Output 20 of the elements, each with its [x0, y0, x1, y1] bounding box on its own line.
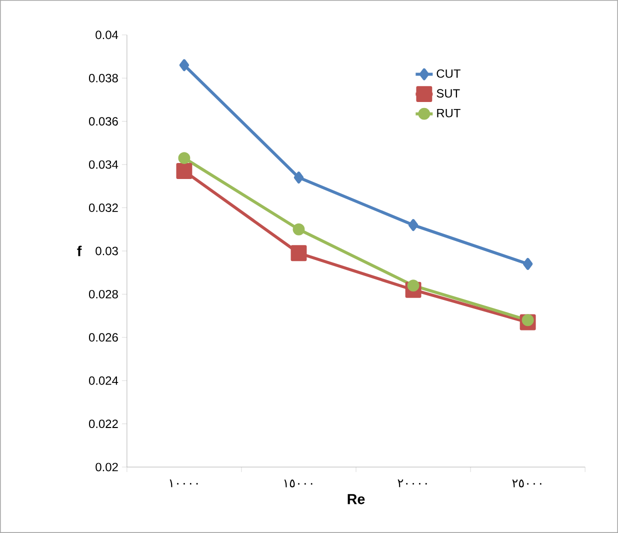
x-tick-label: ٢٥٠٠٠ [512, 480, 542, 488]
legend-label: CUT [436, 69, 460, 78]
y-tick-label: 0.036 [88, 117, 118, 126]
x-tick-label: ٢٠٠٠٠ [398, 480, 427, 488]
legend-label: RUT [437, 108, 460, 118]
y-tick-label: 0.032 [88, 204, 118, 212]
y-tick-label: 0.038 [88, 74, 118, 82]
y-axis-title: f [77, 246, 82, 256]
y-tick-label: 0.02 [96, 462, 118, 472]
legend-label: SUT [436, 89, 460, 98]
y-tick-label: 0.022 [88, 420, 118, 428]
y-tick-label: 0.04 [96, 30, 118, 40]
y-tick-label: 0.03 [96, 246, 118, 256]
y-tick-label: 0.024 [88, 376, 118, 385]
y-tick-label: 0.034 [88, 160, 118, 169]
y-tick-label: 0.028 [88, 290, 118, 298]
y-tick-label: 0.026 [88, 333, 118, 342]
x-tick-label: ١٥٠٠٠ [284, 480, 312, 488]
x-axis-title: Re [348, 494, 365, 504]
x-tick-label: ١٠٠٠٠ [170, 480, 198, 488]
